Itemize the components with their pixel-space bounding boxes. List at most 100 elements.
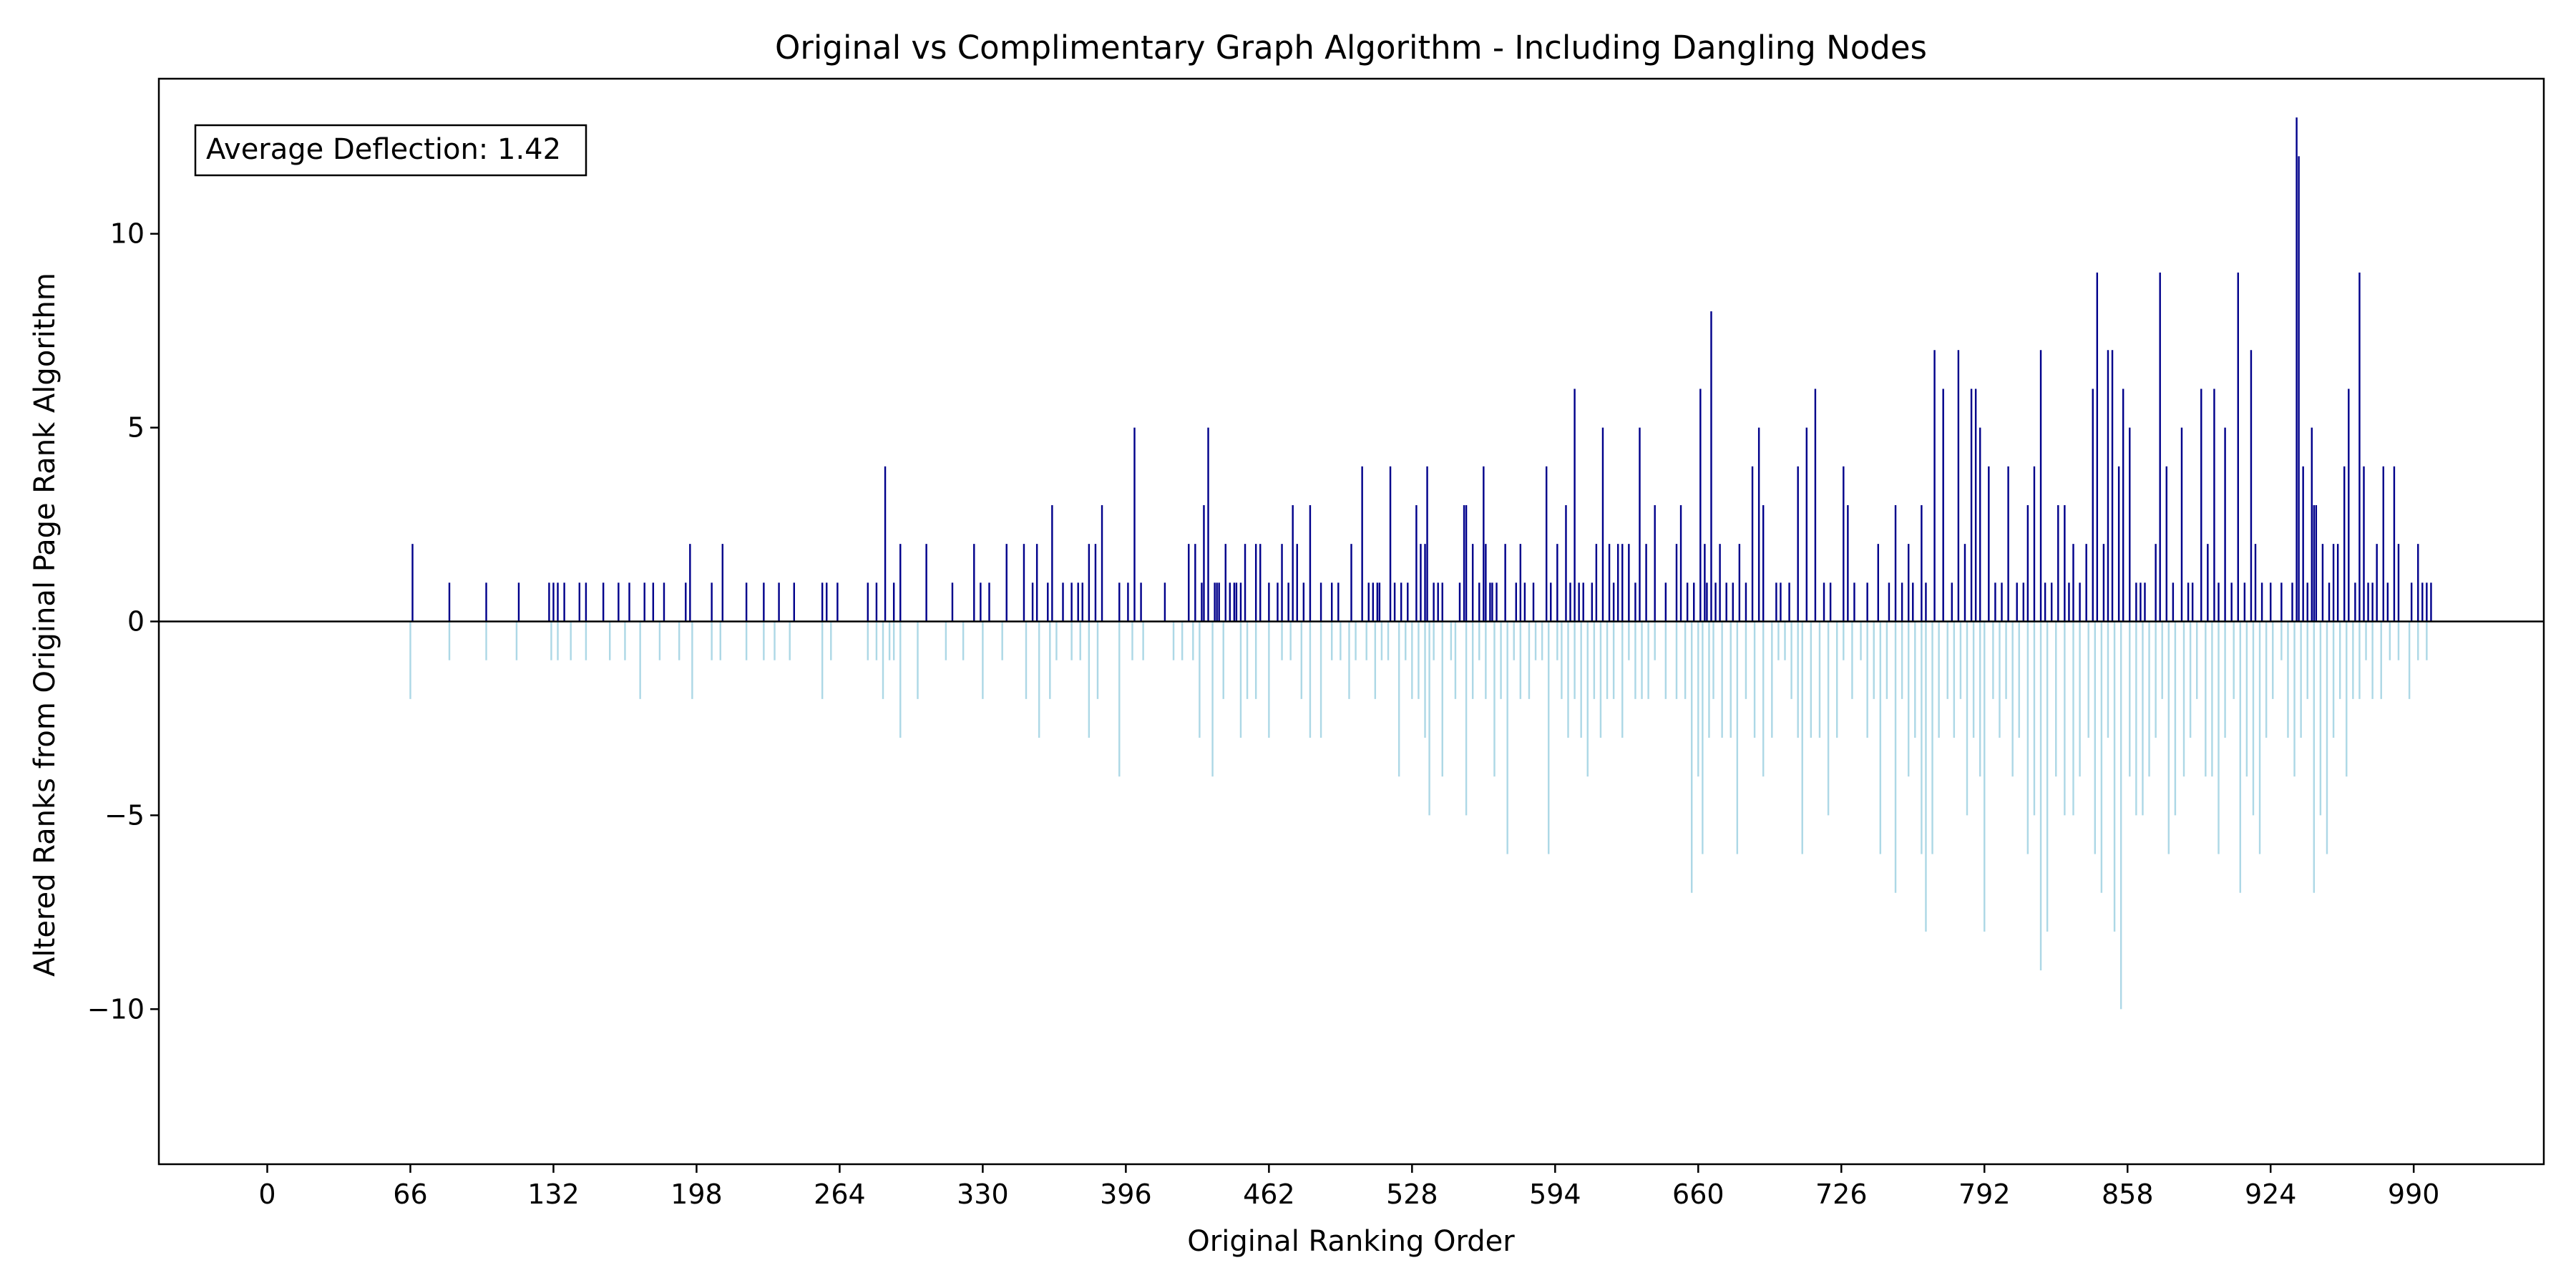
bar-negative — [745, 621, 748, 660]
bar-negative — [1254, 621, 1257, 699]
bar-positive — [1268, 582, 1270, 622]
bar-negative — [2011, 621, 2014, 777]
bar-negative — [1118, 621, 1121, 777]
bar-positive — [1292, 504, 1294, 622]
bar-negative — [2293, 621, 2296, 777]
bar-positive — [1569, 582, 1571, 622]
bar-positive — [1350, 544, 1352, 622]
bar-positive — [1732, 582, 1734, 622]
bar-positive — [2302, 466, 2304, 622]
bar-positive — [2328, 582, 2331, 622]
bar-positive — [1757, 427, 1760, 622]
bar-positive — [2224, 427, 2226, 622]
bar-positive — [1337, 582, 1340, 622]
bar-negative — [711, 621, 713, 660]
bar-negative — [1690, 621, 1693, 893]
bar-negative — [2079, 621, 2081, 777]
bar-positive — [2092, 389, 2094, 622]
bar-positive — [2270, 582, 2272, 622]
bar-negative — [1441, 621, 1443, 777]
bar-negative — [789, 621, 791, 660]
bar-positive — [1519, 544, 1522, 622]
bar-positive — [2430, 582, 2432, 622]
bar-negative — [2072, 621, 2074, 816]
bar-positive — [1207, 427, 1209, 622]
bar-positive — [1309, 504, 1312, 622]
bar-positive — [2016, 582, 2018, 622]
bar-positive — [1376, 582, 1379, 622]
bar-positive — [1218, 582, 1220, 622]
bar-negative — [1827, 621, 1830, 816]
bar-negative — [1534, 621, 1537, 660]
bar-negative — [2319, 621, 2322, 816]
bar-negative — [2155, 621, 2157, 738]
bar-positive — [1233, 582, 1236, 622]
bar-negative — [624, 621, 626, 660]
bar-positive — [1942, 389, 1944, 622]
bar-positive — [925, 544, 927, 622]
x-axis-ticks: 0 66 132 198 264 330 396 462 528 594 660 726 792 858 9… — [258, 1164, 2439, 1210]
x-tick-label: 66 — [393, 1179, 427, 1210]
bar-negative — [2365, 621, 2367, 660]
bar-negative — [1331, 621, 1333, 660]
bar-positive — [2144, 582, 2146, 622]
bar-negative — [1843, 621, 1845, 660]
bar-negative — [2252, 621, 2255, 816]
bar-negative — [485, 621, 487, 660]
bar-negative — [585, 621, 587, 660]
bar-negative — [1641, 621, 1643, 699]
bar-positive — [2218, 582, 2220, 622]
bar-positive — [1751, 466, 1754, 622]
bar-positive — [2135, 582, 2137, 622]
bar-positive — [2050, 582, 2053, 622]
bar-negative — [1528, 621, 1531, 699]
bar-negative — [1712, 621, 1714, 699]
bar-negative — [1574, 621, 1576, 699]
bar-positive — [411, 544, 414, 622]
bar-positive — [1612, 582, 1615, 622]
bar-positive — [1628, 544, 1630, 622]
bar-positive — [973, 544, 975, 622]
bar-negative — [1172, 621, 1175, 660]
bar-positive — [1901, 582, 1903, 622]
bar-positive — [1163, 582, 1166, 622]
bar-negative — [2064, 621, 2066, 816]
bar-negative — [1142, 621, 1144, 660]
bar-positive — [1699, 389, 1702, 622]
bar-positive — [1478, 582, 1480, 622]
y-axis-ticks: −10 −5 0 5 10 — [87, 218, 159, 1025]
bar-negative — [1485, 621, 1487, 699]
bar-negative — [1708, 621, 1710, 738]
bar-negative — [1519, 621, 1522, 699]
bar-positive — [2386, 582, 2389, 622]
bar-negative — [1736, 621, 1739, 854]
bar-positive — [557, 582, 559, 622]
bar-positive — [1216, 582, 1218, 622]
bar-positive — [2250, 350, 2253, 622]
x-tick-label: 924 — [2245, 1179, 2297, 1210]
bar-positive — [1367, 582, 1370, 622]
bar-negative — [2026, 621, 2029, 854]
bar-positive — [745, 582, 748, 622]
bar-negative — [1907, 621, 1910, 777]
bar-negative — [1411, 621, 1413, 699]
bar-negative — [1959, 621, 1962, 699]
bar-negative — [1348, 621, 1350, 699]
bar-positive — [2367, 582, 2369, 622]
bar-negative — [1001, 621, 1003, 660]
bar-positive — [1504, 544, 1506, 622]
bar-positive — [1994, 582, 1996, 622]
positive-bars — [411, 117, 2432, 622]
bar-negative — [2142, 621, 2144, 816]
bar-negative — [1784, 621, 1786, 660]
bar-positive — [1634, 582, 1636, 622]
bar-positive — [1704, 544, 1706, 622]
bar-positive — [448, 582, 451, 622]
bar-negative — [1355, 621, 1357, 660]
bar-negative — [1239, 621, 1242, 738]
bar-negative — [2417, 621, 2419, 660]
bar-positive — [1463, 504, 1465, 622]
bar-negative — [1246, 621, 1249, 699]
bar-positive — [2393, 466, 2396, 622]
bar-positive — [1725, 582, 1727, 622]
